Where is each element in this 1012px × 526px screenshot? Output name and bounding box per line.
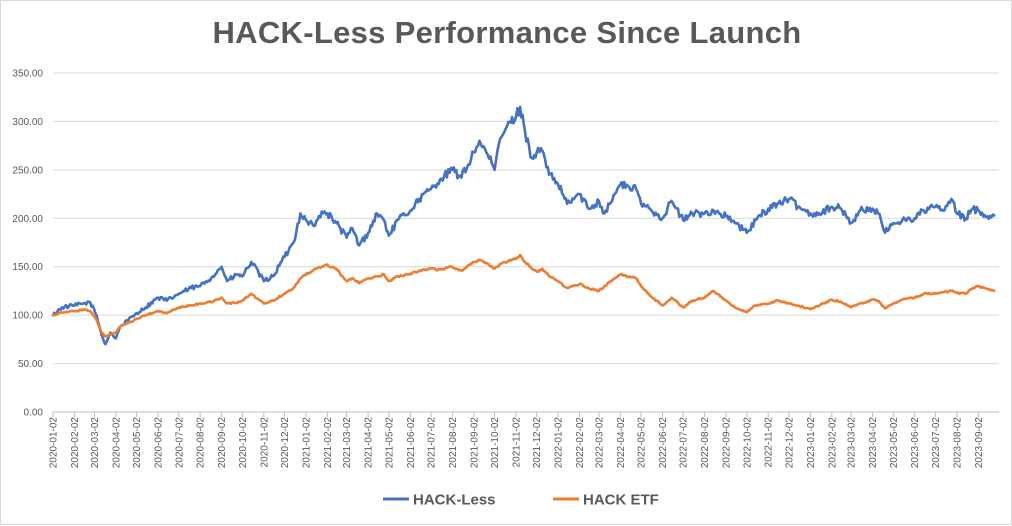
series-line-hack-etf (51, 253, 996, 338)
x-tick-label: 2023-02-02 (827, 417, 838, 469)
x-tick-label: 2020-08-02 (196, 417, 207, 469)
x-tick-label: 2020-10-02 (238, 417, 249, 469)
x-tick-label: 2021-04-02 (364, 417, 375, 469)
y-tick-label: 50.00 (18, 359, 43, 370)
legend-label: HACK-Less (413, 492, 496, 509)
x-tick-label: 2022-07-02 (679, 417, 690, 469)
x-tick-label: 2022-10-02 (742, 417, 753, 469)
x-tick-label: 2023-09-02 (974, 417, 985, 469)
x-tick-label: 2023-08-02 (952, 417, 963, 469)
y-tick-label: 350.00 (12, 69, 43, 80)
x-tick-label: 2021-06-02 (406, 417, 417, 469)
x-tick-label: 2022-01-02 (554, 417, 565, 469)
x-tick-label: 2020-05-02 (132, 417, 143, 469)
x-tick-label: 2023-05-02 (889, 417, 900, 469)
y-tick-label: 150.00 (12, 262, 43, 273)
x-tick-label: 2020-04-02 (111, 417, 122, 469)
x-tick-label: 2021-12-02 (532, 417, 543, 469)
x-axis-tick-labels: 2020-01-02 2020-02-02 2020-03-02 2020-04-02… (49, 417, 985, 469)
y-tick-label: 200.00 (12, 214, 43, 225)
x-tick-label: 2022-02-02 (575, 417, 586, 469)
x-tick-label: 2021-01-02 (301, 417, 312, 469)
x-tick-label: 2023-04-02 (868, 417, 879, 469)
y-tick-label: 250.00 (12, 165, 43, 176)
x-tick-label: 2021-07-02 (426, 417, 437, 469)
legend-label: HACK ETF (583, 492, 659, 509)
x-tick-label: 2022-09-02 (722, 417, 733, 469)
x-tick-label: 2023-07-02 (931, 417, 942, 469)
x-tick-label: 2021-03-02 (342, 417, 353, 469)
y-axis-tick-labels: 0.00 50.00 100.00 150.00 200.00 250.00 300.00 3… (12, 69, 43, 419)
x-tick-label: 2020-06-02 (154, 417, 165, 469)
x-tick-label: 2023-03-02 (847, 417, 858, 469)
x-tick-label: 2022-11-02 (764, 417, 775, 468)
x-tick-label: 2021-02-02 (323, 417, 334, 469)
x-tick-label: 2020-12-02 (280, 417, 291, 469)
x-tick-label: 2023-01-02 (806, 417, 817, 469)
x-tick-label: 2020-09-02 (217, 417, 228, 469)
chart-title: HACK-Less Performance Since Launch (212, 15, 802, 50)
x-tick-label: 2020-11-02 (259, 417, 270, 468)
y-tick-label: 300.00 (12, 117, 43, 128)
x-tick-label: 2022-12-02 (784, 417, 795, 469)
x-tick-label: 2023-06-02 (910, 417, 921, 469)
series-lines (51, 105, 996, 346)
y-tick-label: 100.00 (12, 311, 43, 322)
x-tick-label: 2021-10-02 (490, 417, 501, 469)
legend: HACK-Less HACK ETF (383, 492, 659, 509)
x-tick-label: 2020-07-02 (174, 417, 185, 469)
x-tick-label: 2022-08-02 (700, 417, 711, 469)
x-tick-label: 2021-09-02 (469, 417, 480, 469)
x-tick-label: 2021-05-02 (384, 417, 395, 469)
x-tick-label: 2021-11-02 (511, 417, 522, 468)
y-tick-label: 0.00 (24, 408, 44, 419)
x-tick-label: 2022-06-02 (658, 417, 669, 469)
x-tick-label: 2022-03-02 (594, 417, 605, 469)
gridlines (52, 72, 999, 417)
x-tick-label: 2022-05-02 (637, 417, 648, 469)
series-line-hack-less (51, 105, 996, 346)
x-tick-label: 2020-03-02 (90, 417, 101, 469)
x-tick-label: 2021-08-02 (448, 417, 459, 469)
x-tick-label: 2020-01-02 (49, 417, 60, 469)
x-tick-label: 2020-02-02 (70, 417, 81, 469)
x-tick-label: 2022-04-02 (616, 417, 627, 469)
